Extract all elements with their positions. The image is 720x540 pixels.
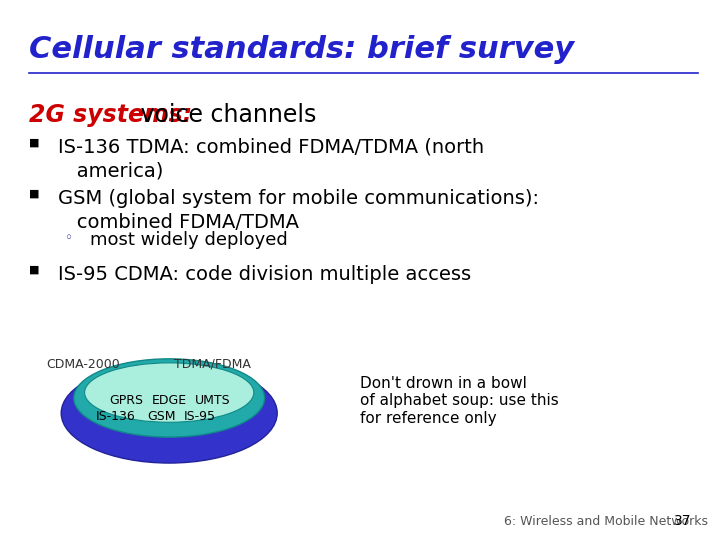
Text: Don't drown in a bowl
of alphabet soup: use this
for reference only: Don't drown in a bowl of alphabet soup: … [360,376,559,426]
Text: IS-95: IS-95 [184,410,216,423]
Text: 2G systems:: 2G systems: [29,103,192,126]
Text: TDMA/FDMA: TDMA/FDMA [174,358,251,371]
Text: CDMA-2000: CDMA-2000 [46,358,120,371]
Text: 37: 37 [674,514,691,528]
Text: most widely deployed: most widely deployed [90,231,288,249]
Text: ■: ■ [29,189,40,199]
Text: EDGE: EDGE [152,394,186,407]
Text: GSM: GSM [148,410,176,423]
Text: GSM (global system for mobile communications):
   combined FDMA/TDMA: GSM (global system for mobile communicat… [58,189,539,232]
Ellipse shape [73,359,265,437]
Text: IS-136 TDMA: combined FDMA/TDMA (north
   america): IS-136 TDMA: combined FDMA/TDMA (north a… [58,138,484,180]
Text: IS-95 CDMA: code division multiple access: IS-95 CDMA: code division multiple acces… [58,265,471,284]
Text: Cellular standards: brief survey: Cellular standards: brief survey [29,35,574,64]
Ellipse shape [85,363,253,422]
Text: IS-136: IS-136 [95,410,135,423]
Text: ■: ■ [29,138,40,148]
Text: UMTS: UMTS [194,394,230,407]
Ellipse shape [61,363,277,463]
Text: ■: ■ [29,265,40,275]
Text: GPRS: GPRS [109,394,143,407]
Text: voice channels: voice channels [133,103,317,126]
Text: 6: Wireless and Mobile Networks: 6: Wireless and Mobile Networks [504,515,708,528]
Text: ◦: ◦ [65,231,73,245]
